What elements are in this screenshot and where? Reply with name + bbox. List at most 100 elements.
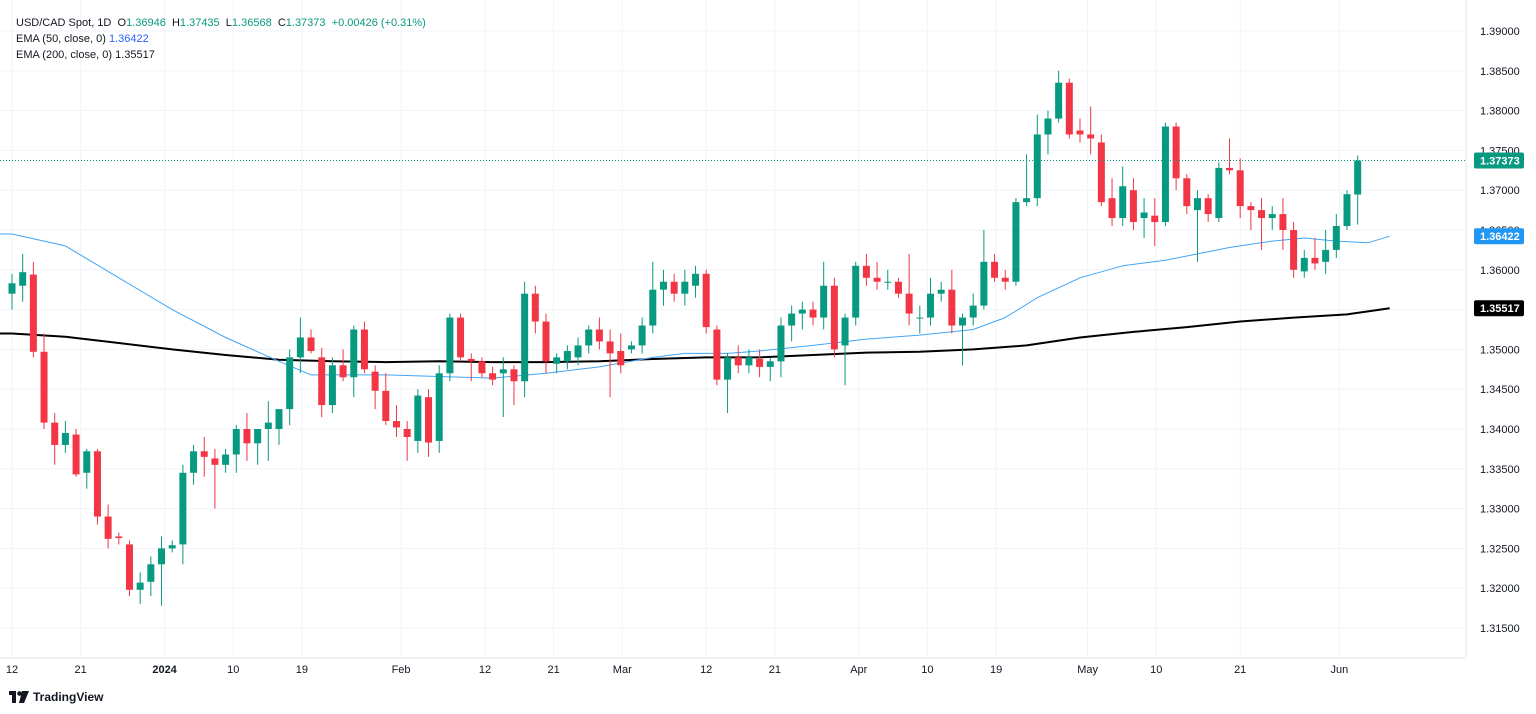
candle-body[interactable] — [713, 329, 721, 380]
candle-body[interactable] — [499, 369, 507, 374]
candle[interactable] — [1097, 134, 1105, 207]
candle-body[interactable] — [969, 305, 977, 318]
candle[interactable] — [29, 261, 37, 358]
candle[interactable] — [168, 540, 176, 553]
candle[interactable] — [1119, 166, 1127, 227]
candle-body[interactable] — [1172, 126, 1180, 179]
candle-body[interactable] — [959, 317, 967, 326]
candles-layer[interactable] — [8, 70, 1362, 606]
candle-body[interactable] — [392, 421, 400, 428]
candle-body[interactable] — [29, 274, 37, 352]
candle[interactable] — [692, 265, 700, 298]
candle[interactable] — [798, 301, 806, 330]
candle[interactable] — [1268, 206, 1276, 230]
candle[interactable] — [382, 373, 390, 426]
candle-body[interactable] — [1290, 230, 1298, 270]
candle-body[interactable] — [1247, 206, 1255, 211]
time-axis[interactable]: 12 21 2024 10 19 Feb 12 21 Mar 12 21 Apr 10 19 May 10 21… — [6, 664, 1348, 676]
candle[interactable] — [916, 305, 924, 334]
candle-body[interactable] — [991, 261, 999, 278]
candle-body[interactable] — [542, 321, 550, 362]
candle[interactable] — [392, 405, 400, 437]
candle-body[interactable] — [478, 361, 486, 374]
candle-body[interactable] — [841, 317, 849, 346]
candle-body[interactable] — [617, 350, 625, 366]
candle-body[interactable] — [168, 545, 176, 549]
candle[interactable] — [1087, 106, 1095, 155]
candle-body[interactable] — [627, 345, 635, 350]
candle-body[interactable] — [222, 454, 230, 465]
candle[interactable] — [1183, 174, 1191, 215]
candle-body[interactable] — [136, 582, 144, 590]
legend-ema200-row[interactable]: EMA (200, close, 0) 1.35517 — [16, 47, 426, 63]
candle-body[interactable] — [734, 357, 742, 366]
candle-body[interactable] — [1151, 215, 1159, 223]
candle[interactable] — [1012, 198, 1020, 286]
candle[interactable] — [243, 413, 251, 461]
candle-body[interactable] — [1140, 212, 1148, 219]
candle-body[interactable] — [1129, 190, 1137, 223]
candle-body[interactable] — [820, 285, 828, 318]
candle[interactable] — [425, 389, 433, 457]
candle-body[interactable] — [190, 451, 198, 473]
candle-body[interactable] — [724, 357, 732, 380]
candle[interactable] — [115, 532, 123, 545]
candle[interactable] — [403, 421, 411, 461]
candle[interactable] — [1204, 194, 1212, 223]
candle[interactable] — [905, 253, 913, 326]
candle-body[interactable] — [830, 285, 838, 350]
candle[interactable] — [852, 261, 860, 326]
candle-body[interactable] — [531, 293, 539, 322]
candle-body[interactable] — [595, 329, 603, 342]
candle-body[interactable] — [286, 357, 294, 410]
candle-body[interactable] — [1354, 160, 1362, 195]
candle-body[interactable] — [350, 329, 358, 378]
candle-body[interactable] — [467, 358, 475, 362]
candle[interactable] — [713, 325, 721, 386]
candle-body[interactable] — [318, 357, 326, 406]
candle-body[interactable] — [1258, 210, 1266, 219]
candle[interactable] — [200, 436, 208, 477]
candle[interactable] — [521, 281, 529, 398]
candle-body[interactable] — [414, 395, 422, 441]
candle-body[interactable] — [19, 272, 27, 286]
candle[interactable] — [1332, 214, 1340, 258]
candle-body[interactable] — [862, 265, 870, 278]
candle-body[interactable] — [61, 432, 69, 445]
candle-body[interactable] — [200, 451, 208, 457]
candle[interactable] — [1258, 198, 1266, 250]
candle[interactable] — [264, 401, 272, 461]
candle[interactable] — [350, 325, 358, 398]
candle-body[interactable] — [1119, 186, 1127, 219]
candle-body[interactable] — [884, 281, 892, 283]
candle[interactable] — [1161, 122, 1169, 227]
candle[interactable] — [1044, 110, 1052, 155]
candle[interactable] — [980, 230, 988, 310]
candle-body[interactable] — [125, 544, 133, 590]
candle[interactable] — [8, 273, 16, 310]
candle[interactable] — [1279, 198, 1287, 250]
candle[interactable] — [553, 353, 561, 374]
candle-body[interactable] — [873, 277, 881, 282]
candle[interactable] — [51, 413, 59, 465]
candle[interactable] — [147, 556, 155, 597]
candle-body[interactable] — [649, 289, 657, 326]
candle[interactable] — [158, 536, 166, 606]
candle-body[interactable] — [328, 365, 336, 406]
candle-body[interactable] — [563, 350, 571, 362]
candle[interactable] — [585, 325, 593, 354]
candle[interactable] — [1311, 237, 1319, 270]
candle[interactable] — [307, 329, 315, 354]
candle-body[interactable] — [457, 317, 465, 358]
candle[interactable] — [809, 301, 817, 326]
candle[interactable] — [446, 313, 454, 382]
candle[interactable] — [1065, 78, 1073, 139]
candle-body[interactable] — [243, 429, 251, 444]
candle[interactable] — [328, 357, 336, 414]
candle-body[interactable] — [1268, 214, 1276, 219]
candle-body[interactable] — [670, 281, 678, 294]
candle[interactable] — [61, 421, 69, 453]
candle[interactable] — [734, 345, 742, 374]
candle-body[interactable] — [296, 337, 304, 358]
candle-body[interactable] — [948, 289, 956, 326]
